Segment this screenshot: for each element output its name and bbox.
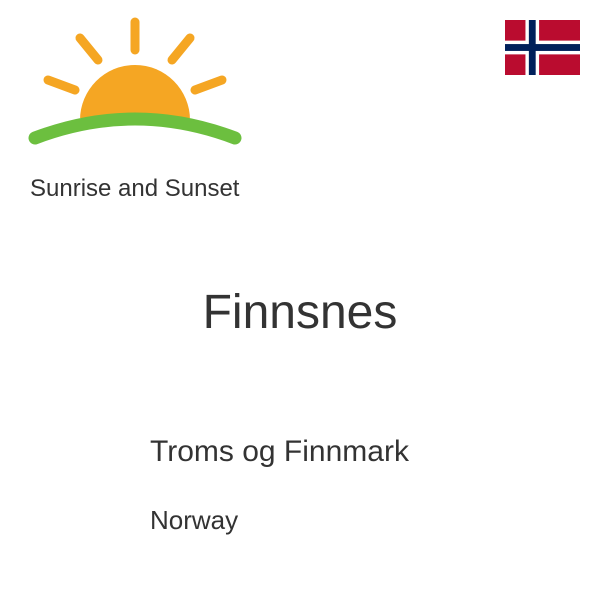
- page-subtitle: Sunrise and Sunset: [30, 175, 239, 203]
- region-name: Troms og Finnmark: [150, 435, 409, 469]
- norway-flag-icon: [505, 20, 580, 75]
- country-name: Norway: [150, 505, 238, 536]
- sunrise-logo-icon: [20, 10, 250, 170]
- city-name: Finnsnes: [0, 285, 600, 340]
